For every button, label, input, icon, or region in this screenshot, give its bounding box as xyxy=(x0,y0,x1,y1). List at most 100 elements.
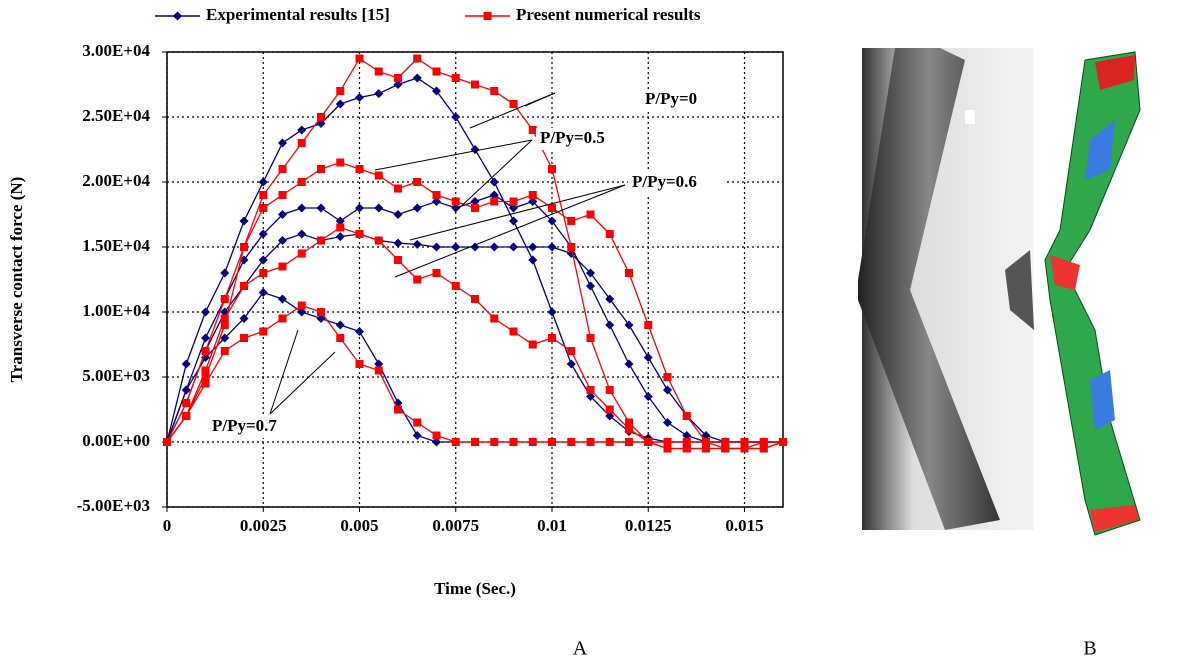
data-point xyxy=(181,359,191,369)
panel-label: A xyxy=(573,638,588,660)
data-point xyxy=(239,216,249,226)
annotation-arrow xyxy=(269,329,299,415)
data-point xyxy=(586,268,595,278)
data-point xyxy=(567,243,576,251)
x-tick-label: 0.0025 xyxy=(240,516,287,535)
data-point xyxy=(278,314,287,323)
data-point xyxy=(682,412,691,420)
data-point xyxy=(490,438,499,446)
data-point xyxy=(625,269,633,277)
data-point xyxy=(259,191,268,199)
x-tick-label: 0 xyxy=(163,516,172,535)
data-point xyxy=(625,425,633,433)
data-point xyxy=(470,145,480,154)
data-point xyxy=(393,210,403,219)
data-point xyxy=(432,242,441,252)
data-point xyxy=(489,242,499,252)
data-point xyxy=(278,138,287,148)
data-point xyxy=(220,314,229,323)
annotation-bg xyxy=(641,89,737,111)
annotation-arrow xyxy=(524,92,556,107)
data-point xyxy=(566,359,576,369)
y-tick-label: 5.00E+03 xyxy=(82,366,150,385)
x-tick-label: 0.015 xyxy=(725,516,763,535)
data-point xyxy=(586,438,595,446)
data-point xyxy=(317,236,325,245)
data-point xyxy=(259,204,268,212)
data-point xyxy=(317,113,325,121)
data-point xyxy=(278,236,287,245)
data-point xyxy=(547,242,557,252)
data-point xyxy=(509,100,518,108)
legend-marker xyxy=(483,12,492,20)
data-point xyxy=(740,438,749,446)
data-point xyxy=(759,438,768,446)
data-point xyxy=(663,438,672,446)
data-point xyxy=(605,294,615,304)
annotation-arrow xyxy=(374,139,533,171)
y-tick-label: 2.00E+04 xyxy=(82,171,150,190)
data-point xyxy=(220,347,229,355)
data-point xyxy=(624,320,634,330)
data-point xyxy=(394,184,402,193)
data-point xyxy=(374,171,383,180)
data-point xyxy=(509,327,518,336)
data-point xyxy=(451,74,460,82)
y-axis-title: Transverse contact force (N) xyxy=(7,177,26,383)
data-point xyxy=(201,379,210,388)
data-point xyxy=(335,320,345,330)
data-point xyxy=(548,438,556,446)
data-point xyxy=(605,405,614,414)
data-point xyxy=(432,431,441,440)
data-point xyxy=(412,73,422,83)
data-point xyxy=(355,165,364,173)
data-point xyxy=(625,438,633,446)
data-point xyxy=(374,67,383,76)
data-point xyxy=(490,314,499,323)
data-point xyxy=(413,178,422,186)
data-point xyxy=(316,203,326,213)
data-point xyxy=(355,230,364,238)
series-line xyxy=(166,233,783,443)
data-point xyxy=(278,262,287,271)
data-point xyxy=(297,249,306,258)
data-point xyxy=(509,216,518,226)
data-point xyxy=(181,385,191,395)
y-tick-label: 3.00E+04 xyxy=(82,41,150,60)
data-point xyxy=(548,204,556,212)
data-point xyxy=(451,112,461,122)
data-point xyxy=(528,438,537,446)
data-point xyxy=(220,268,230,278)
data-point xyxy=(413,54,422,63)
data-point xyxy=(201,307,210,317)
data-point xyxy=(355,327,364,336)
data-point xyxy=(528,126,537,134)
data-point xyxy=(625,418,633,427)
data-point xyxy=(759,444,768,453)
annotation-arrow xyxy=(454,139,533,213)
data-point xyxy=(259,269,268,277)
data-point xyxy=(374,366,383,375)
data-point xyxy=(317,165,325,173)
data-point xyxy=(644,438,653,446)
data-point xyxy=(432,191,441,199)
data-point xyxy=(413,275,422,284)
data-point xyxy=(586,334,595,342)
annotation: P/Py=0.5 xyxy=(540,128,605,147)
data-point xyxy=(336,158,345,167)
data-point xyxy=(528,191,537,199)
data-point xyxy=(682,444,691,453)
data-point xyxy=(258,255,268,265)
data-point xyxy=(201,347,210,355)
data-point xyxy=(374,236,383,245)
data-point xyxy=(258,177,268,187)
data-point xyxy=(471,204,479,212)
y-tick-label: 1.50E+04 xyxy=(82,236,150,255)
data-point xyxy=(451,282,460,290)
data-point xyxy=(432,269,441,277)
data-point xyxy=(220,295,229,303)
legend-label: Experimental results [15] xyxy=(206,5,390,24)
legend-marker xyxy=(173,11,182,21)
data-point xyxy=(258,229,268,239)
